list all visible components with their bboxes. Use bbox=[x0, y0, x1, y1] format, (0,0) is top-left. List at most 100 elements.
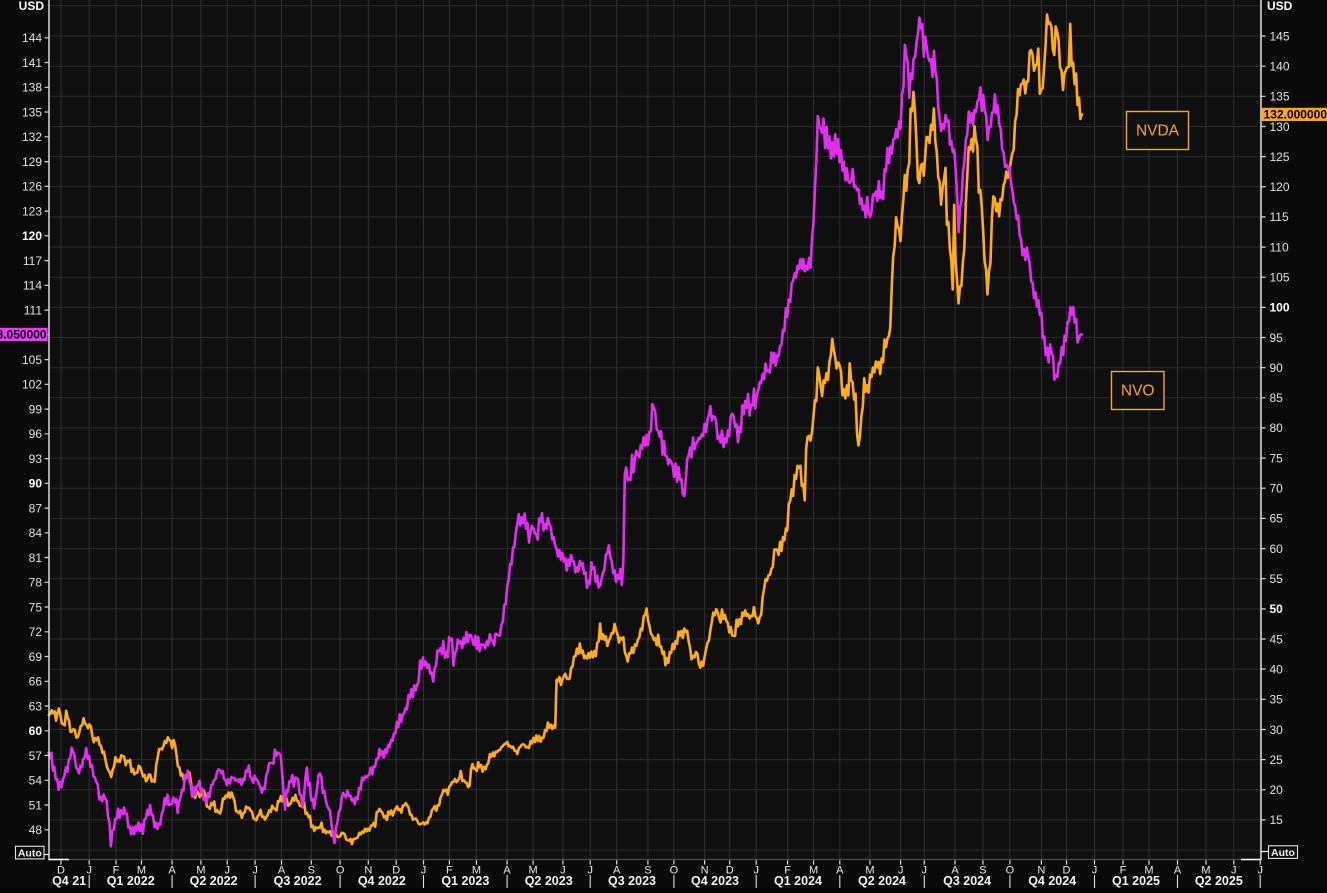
svg-text:63: 63 bbox=[29, 699, 43, 713]
svg-text:90: 90 bbox=[29, 477, 43, 491]
svg-text:O: O bbox=[670, 865, 679, 877]
svg-text:M: M bbox=[865, 865, 874, 877]
svg-text:J: J bbox=[560, 865, 566, 877]
svg-text:Q4 2022: Q4 2022 bbox=[358, 874, 406, 888]
svg-text:J: J bbox=[86, 865, 92, 877]
svg-text:84: 84 bbox=[29, 526, 43, 540]
svg-text:51: 51 bbox=[29, 798, 43, 812]
svg-text:114: 114 bbox=[23, 279, 42, 293]
svg-text:Q4 2024: Q4 2024 bbox=[1028, 874, 1076, 888]
svg-text:115: 115 bbox=[1270, 210, 1289, 224]
svg-text:135: 135 bbox=[22, 105, 42, 119]
svg-text:J: J bbox=[421, 865, 427, 877]
svg-text:93: 93 bbox=[29, 452, 43, 466]
svg-text:J: J bbox=[224, 865, 230, 877]
svg-text:A: A bbox=[951, 865, 959, 877]
svg-text:125: 125 bbox=[1270, 150, 1290, 164]
svg-text:J: J bbox=[753, 865, 759, 877]
svg-text:S: S bbox=[644, 865, 651, 877]
svg-text:35: 35 bbox=[1270, 693, 1284, 707]
svg-text:M: M bbox=[1144, 865, 1153, 877]
svg-text:M: M bbox=[196, 865, 205, 877]
svg-text:123: 123 bbox=[22, 204, 42, 218]
svg-text:N: N bbox=[1037, 865, 1045, 877]
svg-text:Q2 2023: Q2 2023 bbox=[525, 874, 573, 888]
svg-text:D: D bbox=[57, 865, 65, 877]
svg-text:F: F bbox=[113, 865, 120, 877]
svg-text:Auto: Auto bbox=[18, 847, 42, 859]
svg-text:90: 90 bbox=[1270, 361, 1284, 375]
svg-text:129: 129 bbox=[22, 155, 42, 169]
svg-text:99: 99 bbox=[29, 402, 43, 416]
svg-text:8.050000: 8.050000 bbox=[0, 328, 47, 342]
svg-text:M: M bbox=[137, 865, 146, 877]
svg-text:25: 25 bbox=[1270, 753, 1284, 767]
svg-text:60: 60 bbox=[1270, 542, 1284, 556]
svg-text:D: D bbox=[1063, 865, 1071, 877]
svg-text:81: 81 bbox=[29, 551, 43, 565]
svg-text:120: 120 bbox=[22, 229, 42, 243]
svg-text:45: 45 bbox=[1270, 632, 1284, 646]
svg-text:126: 126 bbox=[22, 180, 42, 194]
svg-text:Q1 2024: Q1 2024 bbox=[774, 874, 822, 888]
svg-text:N: N bbox=[701, 865, 709, 877]
svg-text:USD: USD bbox=[1267, 0, 1293, 13]
svg-text:A: A bbox=[503, 865, 511, 877]
svg-text:Q2 2025: Q2 2025 bbox=[1195, 874, 1243, 888]
svg-text:69: 69 bbox=[29, 650, 43, 664]
svg-text:J: J bbox=[1231, 865, 1237, 877]
svg-text:110: 110 bbox=[1270, 240, 1289, 254]
svg-text:40: 40 bbox=[1270, 662, 1284, 676]
svg-text:J: J bbox=[1092, 865, 1098, 877]
svg-text:70: 70 bbox=[1270, 482, 1284, 496]
svg-text:J: J bbox=[922, 865, 928, 877]
svg-text:50: 50 bbox=[1270, 602, 1284, 616]
svg-text:140: 140 bbox=[1270, 60, 1290, 74]
svg-text:M: M bbox=[529, 865, 538, 877]
svg-text:132: 132 bbox=[22, 130, 42, 144]
svg-text:NVO: NVO bbox=[1121, 383, 1155, 400]
svg-text:145: 145 bbox=[1270, 29, 1290, 43]
svg-text:M: M bbox=[472, 865, 481, 877]
svg-text:57: 57 bbox=[29, 749, 43, 763]
svg-text:NVDA: NVDA bbox=[1136, 123, 1180, 140]
svg-text:96: 96 bbox=[29, 427, 43, 441]
svg-text:Q1 2025: Q1 2025 bbox=[1112, 874, 1160, 888]
svg-text:138: 138 bbox=[22, 81, 42, 95]
svg-text:F: F bbox=[1120, 865, 1127, 877]
svg-text:A: A bbox=[836, 865, 844, 877]
svg-text:30: 30 bbox=[1270, 723, 1284, 737]
svg-text:D: D bbox=[392, 865, 400, 877]
svg-text:100: 100 bbox=[1270, 301, 1290, 315]
svg-text:A: A bbox=[1174, 865, 1182, 877]
svg-text:15: 15 bbox=[1270, 813, 1284, 827]
svg-text:Q2 2024: Q2 2024 bbox=[858, 874, 906, 888]
svg-text:66: 66 bbox=[29, 675, 43, 689]
svg-text:60: 60 bbox=[29, 724, 43, 738]
svg-text:Q3 2022: Q3 2022 bbox=[274, 874, 322, 888]
svg-text:USD: USD bbox=[19, 0, 45, 13]
svg-text:130: 130 bbox=[1270, 120, 1290, 134]
svg-text:78: 78 bbox=[29, 576, 43, 590]
svg-text:A: A bbox=[613, 865, 621, 877]
svg-text:75: 75 bbox=[29, 600, 43, 614]
svg-text:J: J bbox=[587, 865, 593, 877]
svg-text:102: 102 bbox=[22, 378, 42, 392]
svg-text:132.000000: 132.000000 bbox=[1264, 108, 1327, 122]
svg-text:Q3 2023: Q3 2023 bbox=[608, 874, 656, 888]
svg-text:80: 80 bbox=[1270, 421, 1284, 435]
svg-text:55: 55 bbox=[1270, 572, 1284, 586]
svg-text:105: 105 bbox=[1270, 271, 1290, 285]
svg-text:M: M bbox=[1201, 865, 1210, 877]
svg-text:Q3 2024: Q3 2024 bbox=[943, 874, 991, 888]
svg-text:N: N bbox=[364, 865, 372, 877]
svg-text:105: 105 bbox=[22, 353, 42, 367]
svg-text:O: O bbox=[1006, 865, 1015, 877]
svg-text:Q1 2023: Q1 2023 bbox=[441, 874, 489, 888]
svg-text:S: S bbox=[308, 865, 315, 877]
svg-text:Q4 21: Q4 21 bbox=[52, 874, 86, 888]
svg-text:J: J bbox=[252, 865, 258, 877]
svg-text:87: 87 bbox=[29, 501, 43, 515]
svg-text:F: F bbox=[446, 865, 453, 877]
svg-text:Q2 2022: Q2 2022 bbox=[190, 874, 238, 888]
